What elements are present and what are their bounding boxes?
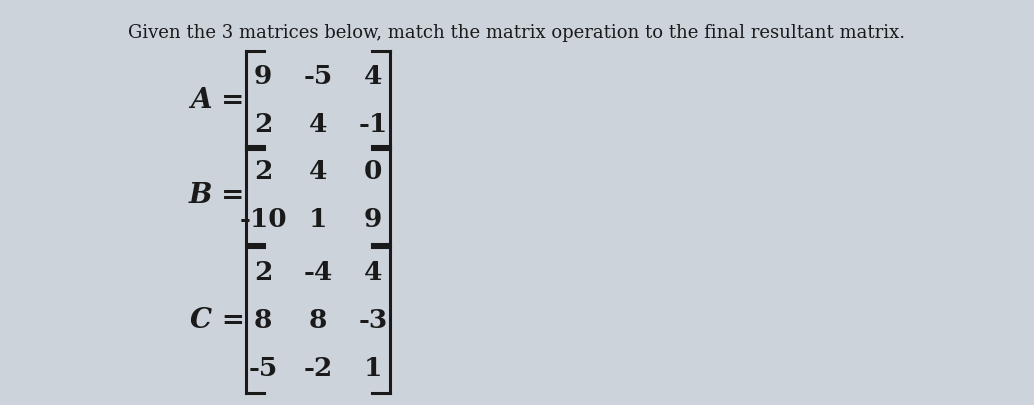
Text: -1: -1 [359,112,388,137]
Text: -3: -3 [359,308,388,333]
Text: 4: 4 [309,159,327,184]
Text: -5: -5 [248,356,277,381]
Text: B =: B = [188,182,245,209]
Text: -10: -10 [239,207,286,232]
Text: -5: -5 [303,64,333,89]
Text: C =: C = [190,307,245,334]
Text: 2: 2 [253,112,272,137]
Text: 0: 0 [364,159,383,184]
Text: 2: 2 [253,260,272,285]
Text: 4: 4 [364,260,383,285]
Text: 2: 2 [253,159,272,184]
Text: Given the 3 matrices below, match the matrix operation to the final resultant ma: Given the 3 matrices below, match the ma… [128,24,906,42]
Text: 9: 9 [364,207,383,232]
Text: 8: 8 [253,308,272,333]
Text: -4: -4 [303,260,333,285]
Text: -2: -2 [303,356,333,381]
Text: 1: 1 [309,207,327,232]
Text: 9: 9 [254,64,272,89]
Text: 4: 4 [309,112,327,137]
Text: 1: 1 [364,356,383,381]
Text: 8: 8 [309,308,327,333]
Text: A =: A = [190,87,245,114]
Text: 4: 4 [364,64,383,89]
